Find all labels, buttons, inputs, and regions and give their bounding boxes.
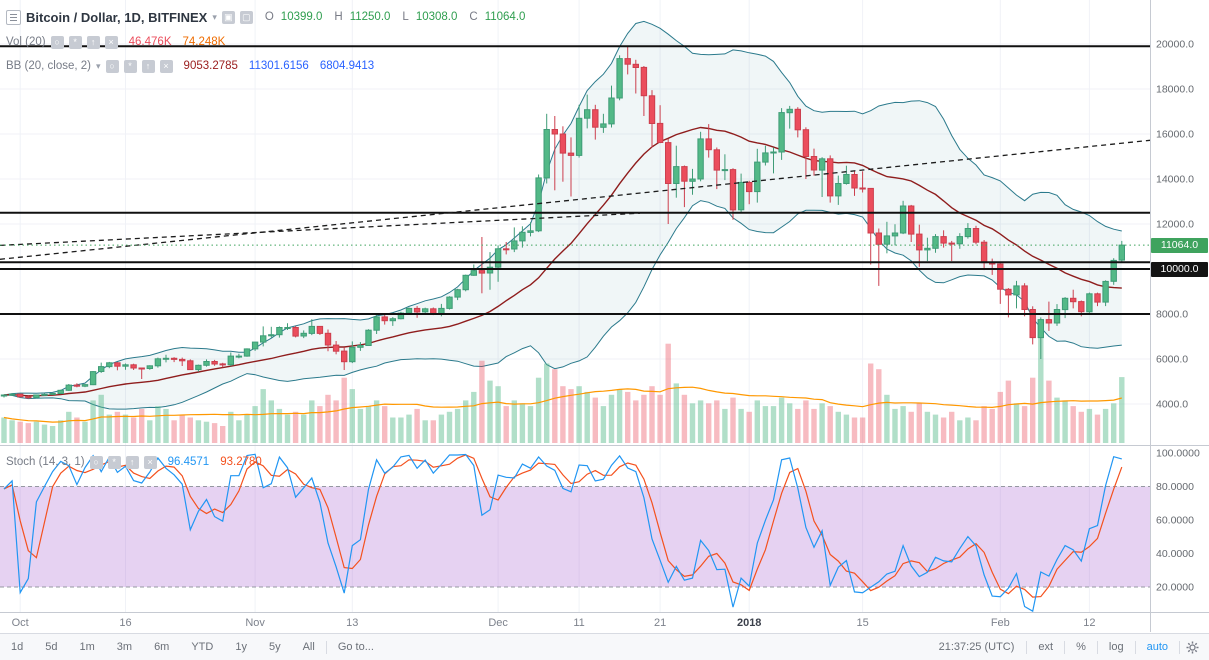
symbol-menu-icon[interactable]: [6, 9, 21, 25]
gear-icon[interactable]: *: [68, 35, 82, 49]
range-5y[interactable]: 5y: [268, 641, 281, 653]
bottom-toolbar: 1d 5d 1m 3m 6m YTD 1y 5y All Go to... 21…: [0, 633, 1209, 660]
stoch-indicator-title[interactable]: Stoch (14, 3, 1): [6, 456, 85, 468]
bb-indicator-row: BB (20, close, 2) ▾ ○ * ↑ × 9053.2785 11…: [6, 54, 525, 78]
svg-text:60.0000: 60.0000: [1156, 515, 1194, 527]
close-icon[interactable]: ×: [143, 455, 157, 469]
close-icon[interactable]: ×: [159, 59, 173, 73]
range-all[interactable]: All: [302, 641, 315, 653]
range-ytd[interactable]: YTD: [191, 641, 214, 653]
svg-text:2018: 2018: [737, 617, 761, 629]
level-price-badge: 10000.0: [1151, 261, 1208, 277]
toolbar-divider: [1064, 640, 1066, 654]
svg-text:8000.0: 8000.0: [1156, 309, 1188, 321]
eye-icon[interactable]: ○: [50, 35, 64, 49]
arrow-up-icon[interactable]: ↑: [86, 35, 100, 49]
toolbar-divider: [1179, 640, 1180, 654]
camera-icon[interactable]: ▣: [221, 10, 235, 24]
svg-text:Feb: Feb: [991, 617, 1010, 629]
high-label: H: [334, 11, 343, 23]
close-label: C: [469, 11, 478, 23]
stoch-k-value: 96.4571: [167, 456, 210, 468]
settings-gear-icon[interactable]: [1180, 640, 1209, 654]
open-label: O: [264, 11, 274, 23]
svg-text:11: 11: [573, 617, 584, 629]
percent-scale-toggle[interactable]: %: [1076, 641, 1086, 653]
low-label: L: [402, 11, 409, 23]
expand-icon[interactable]: ▢: [239, 10, 253, 24]
svg-text:21: 21: [654, 617, 666, 629]
log-scale-toggle[interactable]: log: [1108, 641, 1124, 653]
svg-text:12000.0: 12000.0: [1156, 219, 1194, 231]
low-value: 10308.0: [415, 11, 458, 23]
arrow-up-icon[interactable]: ↑: [141, 59, 155, 73]
volume-ma-value: 74.248K: [182, 36, 226, 48]
gear-icon[interactable]: *: [123, 59, 137, 73]
stoch-indicator-row: Stoch (14, 3, 1) ○ * ↑ × 96.4571 93.2780: [6, 450, 262, 474]
volume-indicator-title[interactable]: Vol (20): [6, 36, 46, 48]
svg-text:15: 15: [856, 617, 868, 629]
extended-hours-toggle[interactable]: ext: [1038, 641, 1054, 653]
range-1m[interactable]: 1m: [79, 641, 95, 653]
chart-svg[interactable]: 20000.0 18000.0 16000.0 14000.0 12000.0 10000…: [0, 0, 1209, 632]
symbol-row: Bitcoin / Dollar, 1D, BITFINEX ▾ ▣ ▢ O 1…: [6, 4, 525, 30]
last-price-badge: 11064.0: [1151, 237, 1208, 253]
range-6m[interactable]: 6m: [154, 641, 170, 653]
range-3m[interactable]: 3m: [116, 641, 133, 653]
range-1y[interactable]: 1y: [235, 641, 247, 653]
arrow-up-icon[interactable]: ↑: [125, 455, 139, 469]
svg-text:4000.0: 4000.0: [1156, 399, 1188, 411]
svg-text:40.0000: 40.0000: [1156, 548, 1194, 560]
svg-text:6000.0: 6000.0: [1156, 354, 1188, 366]
svg-text:20.0000: 20.0000: [1156, 582, 1194, 594]
range-5d[interactable]: 5d: [45, 641, 58, 653]
high-value: 11250.0: [349, 11, 391, 23]
range-1d[interactable]: 1d: [11, 641, 24, 653]
goto-button[interactable]: Go to...: [337, 641, 374, 653]
svg-text:Dec: Dec: [488, 617, 508, 629]
chart-canvas[interactable]: 20000.0 18000.0 16000.0 14000.0 12000.0 10000…: [0, 0, 1209, 632]
bb-lower-value: 6804.9413: [319, 60, 375, 72]
toolbar-divider: [325, 640, 327, 654]
caret-down-icon[interactable]: ▾: [212, 11, 217, 22]
svg-text:80.0000: 80.0000: [1156, 481, 1194, 493]
svg-text:16: 16: [119, 617, 131, 629]
svg-text:100.0000: 100.0000: [1156, 448, 1200, 460]
eye-icon[interactable]: ○: [105, 59, 119, 73]
bb-upper-value: 11301.6156: [248, 60, 309, 72]
bb-basis-value: 9053.2785: [183, 60, 238, 72]
scale-group: 21:37:25 (UTC) ext % log auto: [927, 634, 1209, 660]
stoch-d-value: 93.2780: [220, 456, 262, 468]
clock[interactable]: 21:37:25 (UTC): [938, 641, 1015, 653]
svg-text:13: 13: [346, 617, 358, 629]
svg-text:18000.0: 18000.0: [1156, 84, 1194, 96]
toolbar-divider: [1134, 640, 1136, 654]
close-value: 11064.0: [484, 11, 526, 23]
symbol-title[interactable]: Bitcoin / Dollar, 1D, BITFINEX: [26, 9, 208, 25]
svg-text:Nov: Nov: [245, 617, 265, 629]
stoch-legend: Stoch (14, 3, 1) ○ * ↑ × 96.4571 93.2780: [6, 450, 262, 474]
chart-legend: Bitcoin / Dollar, 1D, BITFINEX ▾ ▣ ▢ O 1…: [6, 4, 525, 78]
caret-down-icon[interactable]: ▾: [96, 60, 101, 71]
open-value: 10399.0: [280, 11, 323, 23]
eye-icon[interactable]: ○: [89, 455, 103, 469]
volume-value: 46.476K: [128, 36, 172, 48]
volume-indicator-row: Vol (20) ○ * ↑ × 46.476K 74.248K: [6, 30, 525, 54]
svg-text:14000.0: 14000.0: [1156, 174, 1194, 186]
bb-indicator-title[interactable]: BB (20, close, 2): [6, 60, 92, 72]
svg-text:16000.0: 16000.0: [1156, 129, 1194, 141]
toolbar-divider: [1026, 640, 1028, 654]
auto-scale-toggle[interactable]: auto: [1146, 641, 1168, 653]
range-group: 1d 5d 1m 3m 6m YTD 1y 5y All Go to...: [0, 634, 385, 660]
toolbar-divider: [1096, 640, 1098, 654]
gear-icon[interactable]: *: [107, 455, 121, 469]
svg-text:Oct: Oct: [12, 617, 29, 629]
close-icon[interactable]: ×: [104, 35, 118, 49]
svg-text:12: 12: [1083, 617, 1095, 629]
svg-text:20000.0: 20000.0: [1156, 39, 1194, 51]
